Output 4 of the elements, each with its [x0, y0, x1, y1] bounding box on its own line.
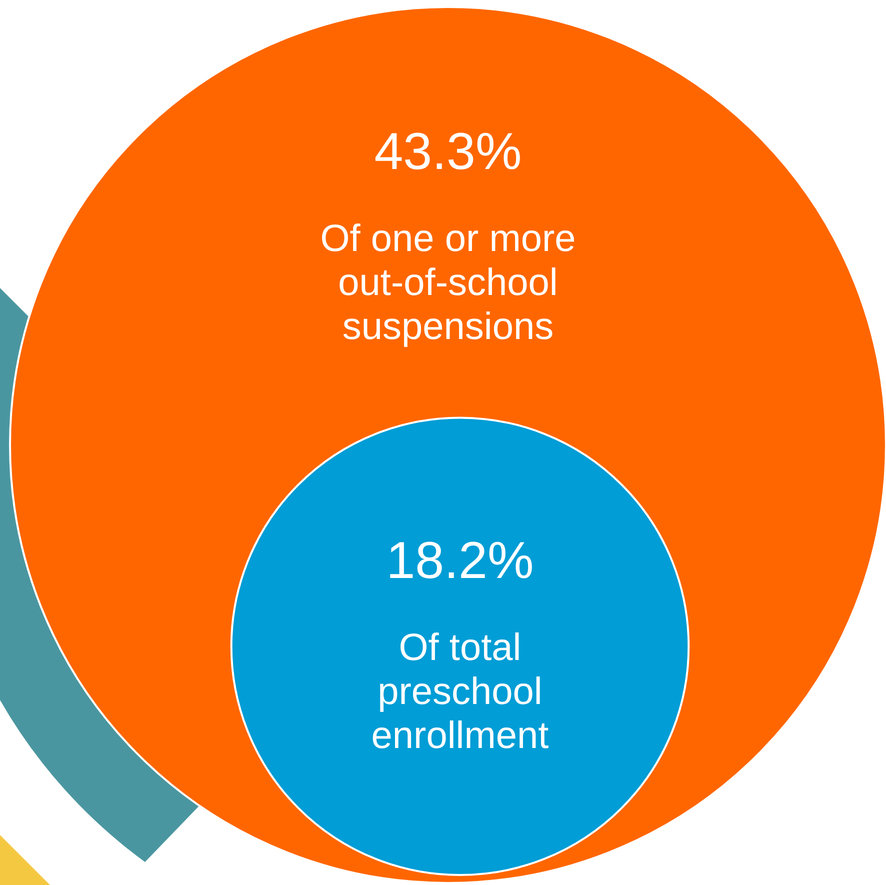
data-label: 43.3% — [374, 123, 522, 182]
category-label: Of one or more out-of-school suspensions — [320, 218, 576, 348]
data-label: 18.2% — [386, 532, 534, 590]
category-label: Of total preschool enrollment — [371, 626, 550, 757]
